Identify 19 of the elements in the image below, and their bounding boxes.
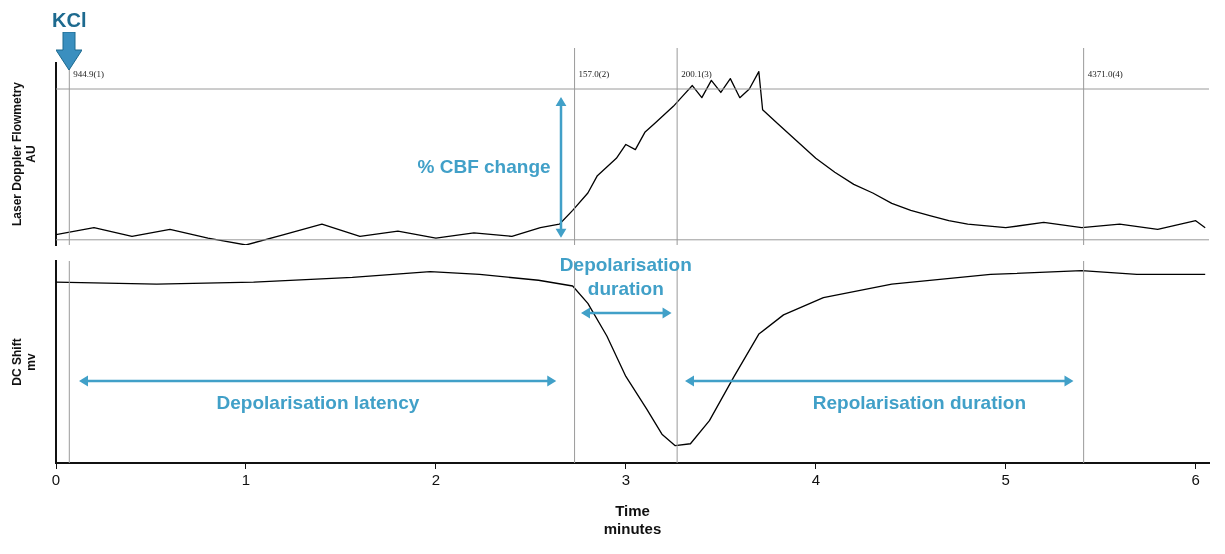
annotation: 4371.0(4) bbox=[1086, 69, 1124, 79]
x-tick-label: 3 bbox=[621, 471, 631, 489]
x-tick-label: 1 bbox=[241, 471, 251, 489]
annotation: Depolarisation duration bbox=[558, 253, 693, 301]
text: KCl bbox=[51, 8, 88, 32]
annotation: 200.1(3) bbox=[680, 69, 713, 79]
x-tick-label: 5 bbox=[1001, 471, 1010, 489]
x-tick-label: 0 bbox=[51, 471, 61, 489]
annotation: % CBF change bbox=[416, 155, 551, 180]
annotation: Repolarisation duration bbox=[811, 391, 1027, 415]
x-tick-label: 2 bbox=[431, 471, 441, 489]
annotation: Depolarisation latency bbox=[215, 391, 421, 415]
y-axis-title: Laser Doppler Flowmetry AU bbox=[9, 81, 38, 227]
annotation: 157.0(2) bbox=[577, 69, 611, 79]
annotation: 944.9(1) bbox=[72, 69, 106, 79]
x-axis-title: Time minutes bbox=[603, 502, 662, 538]
y-axis-title: DC Shift mv bbox=[9, 338, 38, 386]
x-tick-label: 4 bbox=[811, 471, 820, 489]
x-tick-label: 6 bbox=[1191, 471, 1200, 489]
